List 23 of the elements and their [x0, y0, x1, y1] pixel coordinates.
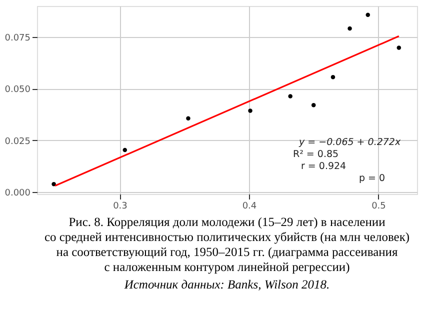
point	[288, 94, 292, 98]
y-tick-label: 0.025	[4, 136, 30, 147]
point	[122, 148, 128, 152]
point	[330, 74, 336, 80]
y-tick-label: 0.000	[4, 188, 31, 198]
y-tick-label: 0.075	[4, 33, 30, 44]
x-tick-label: 0.5	[372, 202, 386, 212]
point	[396, 46, 402, 50]
x-tick-label: 0.4	[242, 202, 257, 212]
text: Рис. 8. Корреляция доли молодежи (15–29 лет) в населении со средней интенсивностью политических убийств (на млн человек) на соответствующий год, 1950–2015 гг. (диаграмма рассеивания с наложенным контуром линейной регрессии)	[44, 215, 410, 274]
y-tick-label: 0.050	[4, 85, 31, 96]
annotation: y = −0.065 + 0.272x	[298, 137, 401, 148]
point	[248, 108, 252, 113]
annotation: r = 0.924	[301, 161, 346, 172]
annotation: R² = 0.85	[293, 149, 339, 160]
point	[186, 116, 190, 121]
x-tick-label: 0.3	[113, 202, 128, 212]
point	[366, 12, 370, 17]
text: Источник данных: Banks, Wilson 2018.	[123, 278, 330, 292]
point	[311, 103, 316, 108]
annotation: p = 0	[359, 173, 386, 184]
point	[52, 182, 56, 186]
point	[348, 26, 352, 31]
